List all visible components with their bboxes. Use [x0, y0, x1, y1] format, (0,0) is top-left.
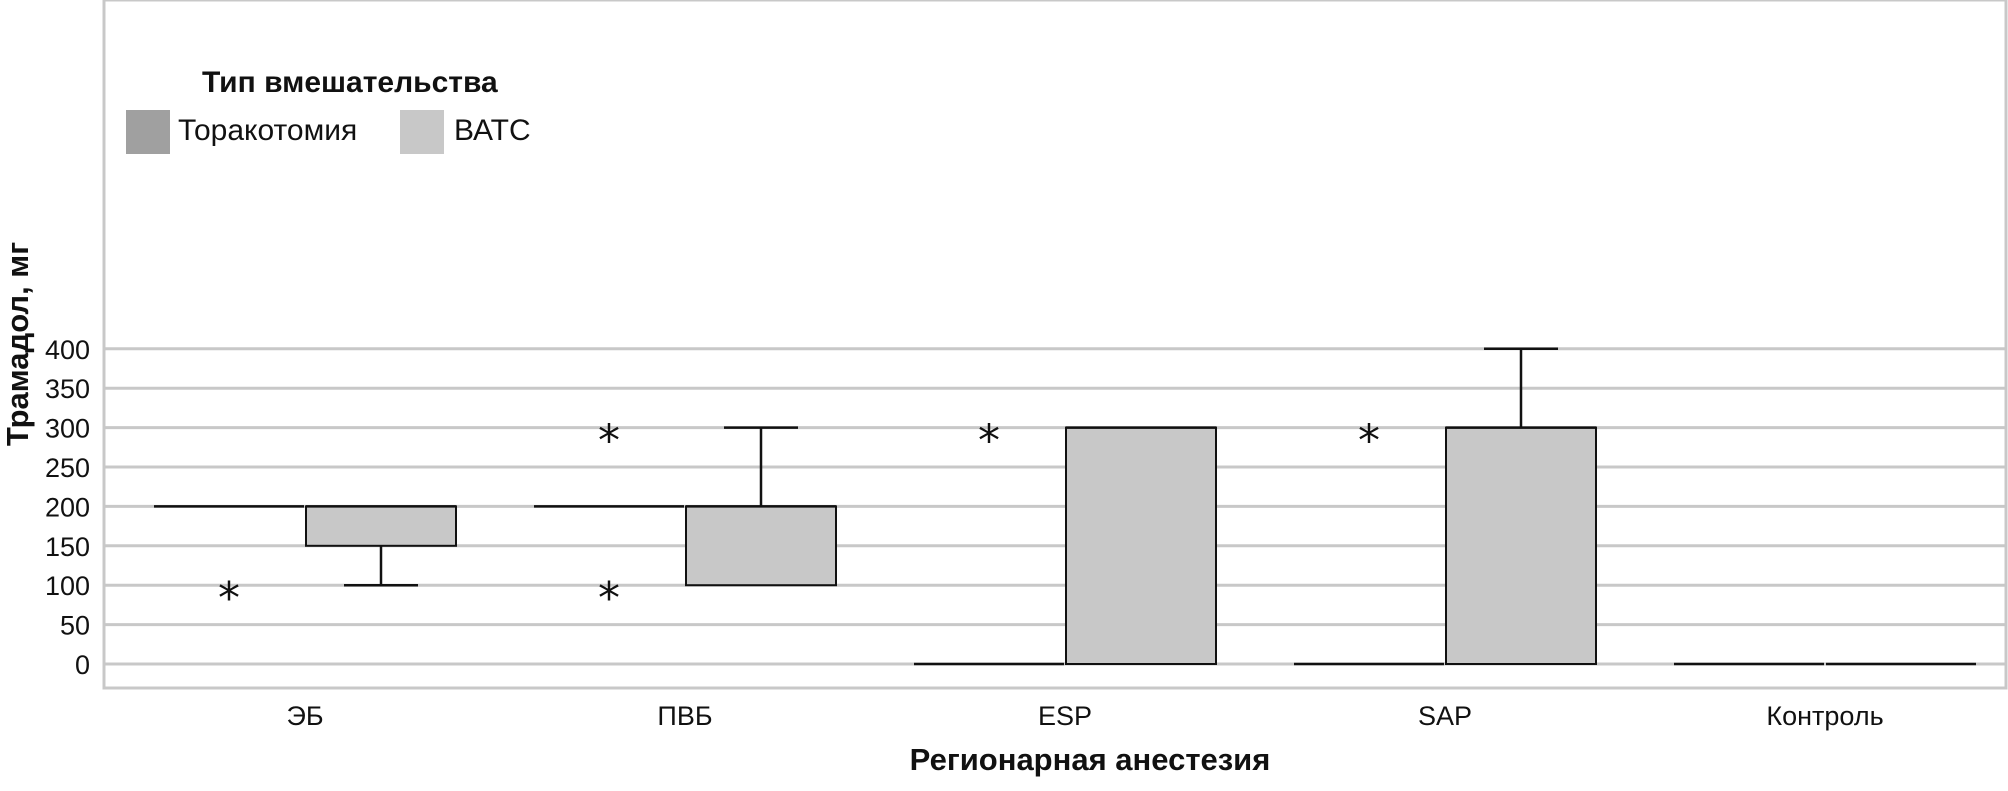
x-tick-label: ПВБ — [657, 701, 712, 731]
outlier-marker: * — [598, 573, 620, 624]
box-vats — [1445, 347, 1597, 665]
y-tick-label: 350 — [45, 374, 90, 404]
legend-label-vats: ВАТС — [454, 114, 531, 147]
y-tick-labels: 0 50 100 150 200 250 300 350 400 — [45, 335, 90, 680]
y-tick-label: 150 — [45, 532, 90, 562]
legend: Тип вмешательства Торакотомия ВАТС — [114, 58, 534, 158]
legend-title: Тип вмешательства — [202, 66, 498, 99]
box-iqr — [685, 505, 837, 587]
x-tick-labels: ЭБ ПВБ ESP SAP Контроль — [286, 701, 1883, 731]
legend-background — [114, 58, 534, 158]
outlier-marker: * — [978, 416, 1000, 467]
legend-swatch-thoracotomy — [126, 110, 170, 154]
outlier-marker: * — [1358, 416, 1380, 467]
box-iqr — [305, 505, 457, 547]
y-tick-label: 100 — [45, 571, 90, 601]
y-tick-label: 400 — [45, 335, 90, 365]
x-tick-label: Контроль — [1766, 701, 1883, 731]
y-tick-label: 250 — [45, 453, 90, 483]
y-tick-label: 0 — [75, 650, 90, 680]
box-vats — [1065, 426, 1217, 665]
y-tick-label: 200 — [45, 492, 90, 522]
box-iqr — [1065, 426, 1217, 665]
box-iqr — [1445, 426, 1597, 665]
outlier-marker: * — [598, 416, 620, 467]
y-tick-label: 50 — [60, 611, 90, 641]
box-thoracotomy: * — [914, 416, 1064, 666]
y-axis-title: Трамадол, мг — [0, 242, 35, 446]
x-tick-label: ЭБ — [286, 701, 323, 731]
box-vats — [685, 426, 837, 587]
box-thoracotomy: * — [1294, 416, 1444, 666]
legend-swatch-vats — [400, 110, 444, 154]
y-tick-label: 300 — [45, 414, 90, 444]
box-vats — [305, 505, 457, 587]
x-axis-title: Регионарная анестезия — [910, 742, 1271, 777]
legend-label-thoracotomy: Торакотомия — [178, 114, 357, 147]
x-tick-label: SAP — [1418, 701, 1472, 731]
box-thoracotomy: * — [154, 505, 304, 624]
box-thoracotomy: ** — [534, 416, 684, 624]
box-series: **** * — [154, 347, 1976, 666]
x-tick-label: ESP — [1038, 701, 1092, 731]
outlier-marker: * — [218, 573, 240, 624]
